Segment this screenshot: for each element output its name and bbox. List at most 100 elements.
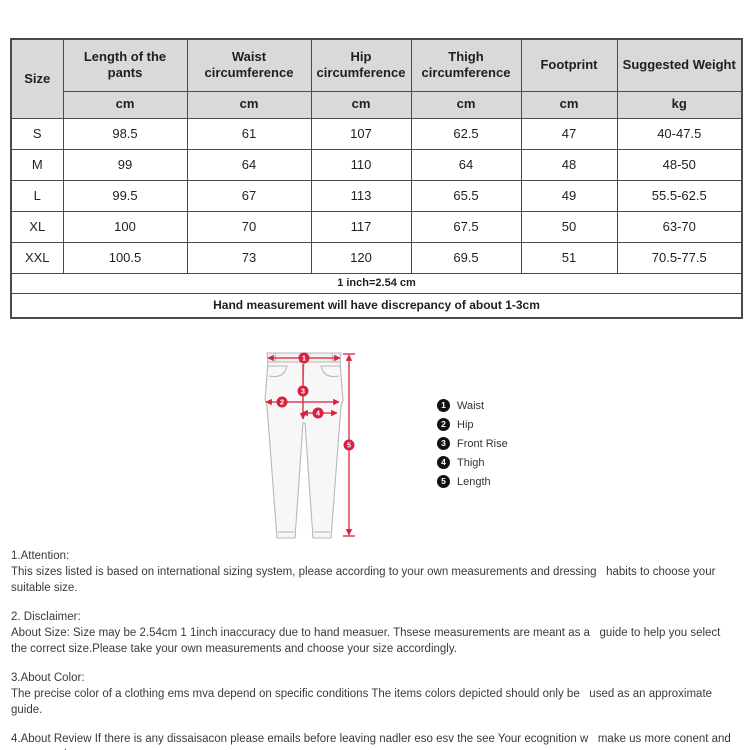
value-cell: 51 <box>520 241 618 274</box>
legend-badge-1: 1 <box>437 399 450 412</box>
note-heading: 1.Attention: <box>11 550 70 562</box>
value-cell: 48-50 <box>616 148 743 181</box>
diagram-markers: 1 2 3 4 5 <box>276 352 355 451</box>
value-cell: 64 <box>410 148 522 181</box>
value-cell: 100 <box>62 210 188 243</box>
value-cell: 50 <box>520 210 618 243</box>
legend-badge-3: 3 <box>437 437 450 450</box>
col-header-size: Size <box>10 38 64 119</box>
size-cell: S <box>10 117 64 150</box>
legend-item-hip: 2 Hip <box>437 418 508 431</box>
unit-cell: cm <box>310 90 412 119</box>
note-disclaimer: 2. Disclaimer: About Size: Size may be 2… <box>11 609 739 657</box>
table-row: XL 100 70 117 67.5 50 63-70 <box>10 210 743 243</box>
value-cell: 49 <box>520 179 618 212</box>
value-cell: 99 <box>62 148 188 181</box>
value-cell: 70.5-77.5 <box>616 241 743 274</box>
value-cell: 40-47.5 <box>616 117 743 150</box>
value-cell: 120 <box>310 241 412 274</box>
note-about-color: 3.About Color: The precise color of a cl… <box>11 670 739 718</box>
legend-label: Hip <box>457 418 474 431</box>
value-cell: 107 <box>310 117 412 150</box>
svg-text:4: 4 <box>316 409 321 418</box>
value-cell: 67.5 <box>410 210 522 243</box>
unit-cell: cm <box>62 90 188 119</box>
unit-cell: cm <box>186 90 312 119</box>
left-pocket <box>268 365 288 378</box>
table-row: M 99 64 110 64 48 48-50 <box>10 148 743 181</box>
note-body: The precise color of a clothing ems mva … <box>11 688 716 716</box>
value-cell: 98.5 <box>62 117 188 150</box>
legend-badge-2: 2 <box>437 418 450 431</box>
value-cell: 65.5 <box>410 179 522 212</box>
col-header-length: Length of the pants <box>62 38 188 92</box>
value-cell: 63-70 <box>616 210 743 243</box>
svg-text:2: 2 <box>280 398 284 407</box>
value-cell: 48 <box>520 148 618 181</box>
legend-label: Length <box>457 475 491 488</box>
value-cell: 70 <box>186 210 312 243</box>
value-cell: 99.5 <box>62 179 188 212</box>
svg-text:3: 3 <box>301 387 305 396</box>
value-cell: 64 <box>186 148 312 181</box>
pants-outline <box>264 352 344 539</box>
value-cell: 62.5 <box>410 117 522 150</box>
size-cell: XL <box>10 210 64 243</box>
col-header-thigh: Thigh circumference <box>410 38 522 92</box>
value-cell: 110 <box>310 148 412 181</box>
legend-item-thigh: 4 Thigh <box>437 456 508 469</box>
table-row: XXL 100.5 73 120 69.5 51 70.5-77.5 <box>10 241 743 274</box>
value-cell: 113 <box>310 179 412 212</box>
svg-text:1: 1 <box>302 354 306 363</box>
col-header-waist: Waist circumference <box>186 38 312 92</box>
unit-cell: cm <box>410 90 522 119</box>
pants-measurement-diagram: 1 2 3 4 5 <box>264 352 355 539</box>
note-body: 4.About Review If there is any dissaisac… <box>11 733 731 750</box>
col-header-footprint: Footprint <box>520 38 618 92</box>
note-heading: 3.About Color: <box>11 672 85 684</box>
header-row: Size Length of the pants Waist circumfer… <box>10 38 743 119</box>
hand-measurement-note: Hand measurement will have discrepancy o… <box>10 292 743 319</box>
unit-cell: cm <box>520 90 618 119</box>
legend-badge-4: 4 <box>437 456 450 469</box>
marker-length: 5 <box>343 439 355 451</box>
value-cell: 55.5-62.5 <box>616 179 743 212</box>
size-cell: L <box>10 179 64 212</box>
legend-badge-5: 5 <box>437 475 450 488</box>
size-table: Size Length of the pants Waist circumfer… <box>10 38 743 319</box>
value-cell: 47 <box>520 117 618 150</box>
note-body: This sizes listed is based on internatio… <box>11 566 719 594</box>
marker-waist: 1 <box>298 352 310 364</box>
size-cell: XXL <box>10 241 64 274</box>
size-cell: M <box>10 148 64 181</box>
unit-cell: kg <box>616 90 743 119</box>
size-table-header: Size Length of the pants Waist circumfer… <box>10 38 743 119</box>
col-header-hip: Hip circumference <box>310 38 412 92</box>
marker-hip: 2 <box>276 396 288 408</box>
note-about-review: 4.About Review If there is any dissaisac… <box>11 731 739 750</box>
inch-conversion-note: 1 inch=2.54 cm <box>10 272 743 294</box>
marker-thigh: 4 <box>312 407 324 419</box>
measurement-legend: 1 Waist 2 Hip 3 Front Rise 4 Thigh 5 Len… <box>437 399 508 494</box>
right-pocket <box>320 365 340 378</box>
value-cell: 67 <box>186 179 312 212</box>
value-cell: 100.5 <box>62 241 188 274</box>
legend-item-front-rise: 3 Front Rise <box>437 437 508 450</box>
value-cell: 61 <box>186 117 312 150</box>
notes-section: 1.Attention: This sizes listed is based … <box>11 548 739 750</box>
unit-row: cm cm cm cm cm kg <box>11 90 743 119</box>
table-row: L 99.5 67 113 65.5 49 55.5-62.5 <box>10 179 743 212</box>
svg-text:5: 5 <box>347 441 351 450</box>
value-cell: 69.5 <box>410 241 522 274</box>
size-table-body: S 98.5 61 107 62.5 47 40-47.5 M 99 64 110 64 48 48-50… <box>10 117 743 274</box>
legend-label: Front Rise <box>457 437 508 450</box>
legend-item-length: 5 Length <box>437 475 508 488</box>
table-note-row: 1 inch=2.54 cm <box>10 272 743 294</box>
note-body: About Size: Size may be 2.54cm 1 1inch i… <box>11 627 724 655</box>
col-header-weight: Suggested Weight <box>616 38 743 92</box>
marker-front-rise: 3 <box>297 385 309 397</box>
value-cell: 73 <box>186 241 312 274</box>
note-attention: 1.Attention: This sizes listed is based … <box>11 548 739 596</box>
table-row: S 98.5 61 107 62.5 47 40-47.5 <box>10 117 743 150</box>
